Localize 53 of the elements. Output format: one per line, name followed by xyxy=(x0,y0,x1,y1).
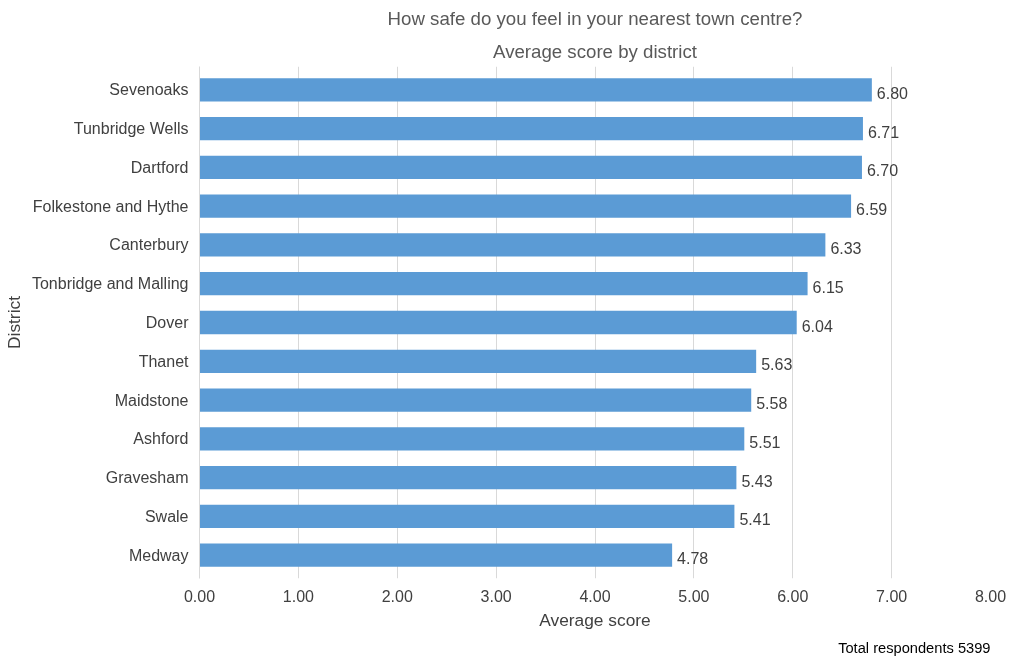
data-label: 5.63 xyxy=(761,356,793,374)
bar xyxy=(199,233,826,257)
chart-title: How safe do you feel in your nearest town centre? xyxy=(387,7,803,29)
y-tick-label: Folkestone and Hythe xyxy=(32,197,189,215)
y-tick-label: Sevenoaks xyxy=(109,81,189,99)
x-tick-label: 4.00 xyxy=(579,587,611,605)
bar xyxy=(199,310,797,335)
bar xyxy=(199,349,757,373)
bar xyxy=(199,116,863,141)
data-label: 6.71 xyxy=(867,123,900,141)
x-tick-label: 1.00 xyxy=(282,587,315,605)
x-tick-label: 6.00 xyxy=(777,587,809,605)
data-label: 5.41 xyxy=(739,511,771,529)
data-label: 6.80 xyxy=(876,84,909,102)
data-label: 6.04 xyxy=(801,317,833,335)
x-tick-label: 5.00 xyxy=(678,587,710,605)
bar xyxy=(199,194,852,218)
data-label: 5.43 xyxy=(741,472,773,490)
y-tick-label: Maidstone xyxy=(114,391,189,409)
x-tick-label: 0.00 xyxy=(183,587,216,605)
y-tick-label: Gravesham xyxy=(105,469,189,487)
y-tick-label: Canterbury xyxy=(109,236,189,254)
chart-subtitle: Average score by district xyxy=(493,40,698,62)
x-axis-title: Average score xyxy=(539,609,651,630)
bar xyxy=(199,543,673,567)
y-axis-title: District xyxy=(3,295,24,349)
y-tick-label: Thanet xyxy=(138,352,190,370)
y-tick-label: Tunbridge Wells xyxy=(73,120,189,138)
bar xyxy=(199,272,808,296)
bar xyxy=(199,466,737,490)
x-tick-label: 3.00 xyxy=(480,587,512,605)
data-label: 6.59 xyxy=(856,201,888,219)
data-label: 6.70 xyxy=(866,162,899,180)
bar xyxy=(199,78,872,102)
y-tick-label: Dover xyxy=(145,314,190,331)
text: Total respondents 5399 xyxy=(838,639,991,656)
y-tick-label: Ashford xyxy=(133,430,189,448)
bar xyxy=(199,388,752,412)
bar xyxy=(199,504,735,529)
x-tick-label: 8.00 xyxy=(974,587,1007,605)
x-tick-label: 2.00 xyxy=(381,587,413,605)
data-label: 6.15 xyxy=(812,278,844,296)
bar xyxy=(199,427,745,451)
data-label: 4.78 xyxy=(677,550,709,568)
data-label: 5.58 xyxy=(756,395,788,413)
y-tick-label: Medway xyxy=(128,546,189,564)
data-label: 5.51 xyxy=(749,433,781,451)
x-tick-label: 7.00 xyxy=(876,587,908,605)
bar xyxy=(199,155,862,179)
y-tick-label: Dartford xyxy=(130,158,189,176)
y-tick-label: Swale xyxy=(144,507,189,525)
y-tick-label: Tonbridge and Malling xyxy=(31,275,189,293)
data-label: 6.33 xyxy=(830,239,862,257)
